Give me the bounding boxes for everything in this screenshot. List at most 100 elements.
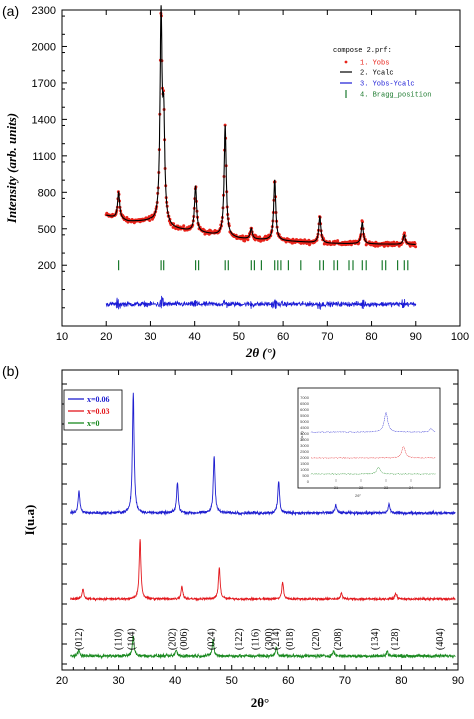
inset-y-tick-label: 0 [307,479,310,484]
panel-b: (b) 20 30 40 50 60 70 80 90 2θ° I(u.a) (012) (11… [2,363,464,710]
yobs-point [241,234,245,238]
inset-x-ticks: 31 32 33 34 [334,479,414,490]
panel-a-legend-title: compose 2.prf: [333,47,392,55]
y-tick-label: 500 [38,224,56,236]
panel-b-label: (b) [2,363,19,379]
panel-b-frame [61,369,459,671]
hkl-label: (300) [264,628,275,650]
panel-b-legend: x=0.06 x=0.03 x=0 [63,389,123,431]
legend-label-x003: x=0.03 [87,407,110,416]
series-bragg-ticks [117,260,409,271]
inset-y-tick-label: 7000 [300,395,310,400]
y-tick-label: 200 [38,260,56,272]
hkl-label: (122) [234,628,245,650]
inset-y-tick-label: 500 [302,473,309,478]
inset-y-tick-label: 6000 [300,407,310,412]
inset-series-line [310,466,436,476]
x-tick-label: 90 [452,675,464,687]
inset-y-tick-label: 1500 [300,461,310,466]
y-tick-label: 1700 [32,78,56,90]
panel-a-x-axis-title: 2θ (°) [245,345,276,360]
yobs-point [403,231,406,235]
inset-y-tick-label: 4000 [300,431,310,436]
panel-b-hkl-labels: (012) (110) (104) (202) (006) (024) (122) (116)… [74,628,446,650]
hkl-label: (134) [370,628,381,650]
yobs-point [414,245,418,249]
x-tick-label: 20 [56,675,68,687]
y-tick-label: 800 [38,187,56,199]
yobs-point [392,240,396,244]
panel-a-plot [104,5,418,310]
panel-b-plot [70,392,456,660]
inset-y-tick-label: 1000 [300,467,310,472]
inset-series-line [310,446,436,460]
inset-y-tick-label: 2500 [300,449,310,454]
inset-x-axis-title: 2θ° [355,493,361,498]
inset-x-tick-label: 34 [409,485,414,490]
yobs-point [243,239,247,243]
inset-y-tick-label: 4500 [300,425,310,430]
x-tick-label: 100 [451,331,469,343]
panel-b-y-axis-title: I(u.a) [22,505,37,536]
inset-plot [310,411,436,476]
y-tick-label: 2000 [32,41,56,53]
panel-a: (a) 10 20 30 40 50 60 70 80 90 100 20050080011001… [2,3,469,360]
x-tick-label: 60 [282,675,294,687]
legend-label-x0: x=0 [87,419,100,428]
series-diff-line [105,295,417,310]
x-tick-label: 70 [339,675,351,687]
hkl-label: (018) [285,628,296,650]
hkl-label: (024) [206,628,217,650]
yobs-point [182,224,186,228]
x-tick-label: 20 [100,331,112,343]
legend-label-yobs: 1. Yobs [360,60,389,68]
y-tick-label: 1100 [32,151,56,163]
inset-x-tick-label: 32 [359,485,364,490]
x-tick-label: 60 [277,331,289,343]
inset-frame [297,387,441,489]
x-tick-label: 40 [189,331,201,343]
x-tick-label: 50 [226,675,238,687]
panel-b-x-ticks: 20 30 40 50 60 70 80 90 [56,370,464,687]
hkl-label: (104) [127,628,138,650]
inset-y-tick-label: 5500 [300,413,310,418]
yobs-point [148,219,152,222]
legend-marker-yobs [344,60,348,64]
legend-label-diff: 3. Yobs-Ycalc [360,81,415,89]
series-ycalc-line [105,5,416,245]
hkl-label: (128) [390,628,401,650]
panel-a-x-ticks: 10 20 30 40 50 60 70 80 90 100 [56,10,469,343]
series-line-x003 [70,539,456,602]
yobs-point [373,244,377,248]
hkl-label: (116) [251,629,262,650]
inset-y-tick-label: 6500 [300,401,310,406]
x-tick-label: 30 [144,331,156,343]
inset-y-tick-label: 3000 [300,443,310,448]
y-tick-label: 2300 [32,5,56,17]
x-tick-label: 30 [112,675,124,687]
x-tick-label: 70 [321,331,333,343]
hkl-label: (404) [435,628,446,650]
x-tick-label: 50 [233,331,245,343]
yobs-point [349,243,353,247]
panel-a-label: (a) [2,3,19,19]
y-tick-label: 1400 [32,114,56,126]
yobs-point [258,235,262,239]
hkl-label: (220) [311,628,322,650]
inset-y-tick-label: 3500 [300,437,310,442]
hkl-label: (006) [179,628,190,650]
hkl-label: (214) [271,628,282,650]
x-tick-label: 10 [56,331,68,343]
panel-a-y-axis-title: Intensity (arb. units) [4,113,19,224]
panel-a-y-ticks: 200 500 800 1100 1400 1700 2000 2300 [32,5,460,327]
inset-x-tick-label: 31 [334,485,339,490]
panel-a-legend: compose 2.prf: 1. Yobs 2. Ycalc 3. Yobs-… [333,47,431,100]
hkl-label: (110) [114,629,125,650]
inset-series-line [310,411,436,433]
hkl-label: (208) [333,628,344,650]
hkl-label: (202) [167,628,178,650]
panel-b-x-axis-title: 2θ° [251,695,269,710]
